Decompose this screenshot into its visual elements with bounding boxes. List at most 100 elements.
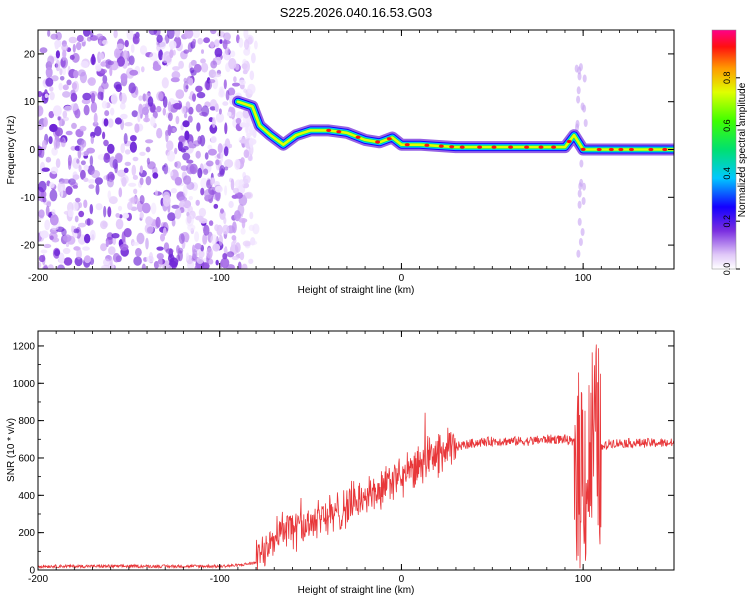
noise-blob	[170, 188, 177, 194]
noise-blob	[162, 96, 168, 108]
noise-blob	[134, 123, 140, 133]
noise-blob	[60, 186, 64, 198]
noise-blob	[188, 77, 194, 86]
noise-blob	[210, 234, 218, 245]
noise-blob	[574, 64, 579, 73]
noise-blob	[47, 55, 55, 66]
noise-blob	[186, 181, 195, 190]
colorbar-tick-label: 0.6	[722, 119, 732, 132]
noise-blob	[178, 60, 185, 69]
noise-blob	[59, 76, 65, 81]
noise-blob	[106, 174, 110, 182]
noise-blob	[71, 122, 77, 129]
noise-blob	[131, 110, 138, 118]
noise-blob	[68, 36, 78, 44]
noise-blob	[201, 62, 209, 73]
noise-blob	[176, 245, 180, 254]
noise-blob	[248, 138, 257, 145]
noise-blob	[107, 206, 112, 218]
noise-blob	[152, 110, 158, 119]
spectrogram-x-tick-label: 100	[575, 273, 592, 284]
noise-blob	[145, 176, 152, 186]
snr-y-tick-label: 800	[18, 416, 35, 427]
noise-blob	[203, 37, 211, 44]
noise-blob	[239, 139, 248, 144]
noise-blob	[114, 48, 121, 59]
noise-blob	[227, 111, 232, 117]
noise-blob	[248, 258, 254, 264]
noise-blob	[117, 205, 123, 211]
noise-blob	[165, 248, 174, 254]
noise-blob	[90, 101, 98, 113]
noise-blob	[103, 153, 111, 163]
noise-blob	[215, 185, 223, 193]
noise-blob	[109, 173, 115, 181]
noise-blob	[172, 66, 180, 71]
noise-blob	[47, 30, 51, 37]
noise-blob	[218, 234, 223, 246]
colorbar-tick-label: 0.4	[722, 167, 732, 180]
noise-blob	[576, 86, 581, 95]
noise-blob	[73, 70, 79, 79]
noise-blob	[240, 157, 245, 165]
snr-line	[38, 344, 674, 570]
noise-blob	[141, 66, 145, 73]
noise-blob	[58, 137, 65, 143]
noise-blob	[131, 241, 140, 246]
noise-blob	[142, 106, 149, 116]
noise-blob	[160, 233, 165, 242]
noise-blob	[206, 160, 214, 167]
noise-blob	[209, 41, 215, 48]
noise-blob	[83, 30, 91, 37]
noise-blob	[40, 230, 49, 239]
figure-title: S225.2026.040.16.53.G03	[280, 5, 433, 20]
noise-blob	[183, 112, 188, 119]
noise-blob	[188, 141, 193, 149]
noise-blob	[70, 92, 78, 103]
noise-blob	[67, 154, 72, 166]
noise-blob	[171, 204, 180, 209]
noise-blob	[45, 205, 50, 217]
spectrogram-x-label: Height of straight line (km)	[298, 285, 415, 296]
noise-blob	[243, 48, 251, 56]
noise-blob	[105, 240, 109, 248]
noise-blob	[156, 127, 163, 139]
noise-blob	[76, 248, 82, 260]
noise-blob	[54, 39, 62, 48]
noise-blob	[232, 187, 239, 194]
noise-blob	[195, 150, 201, 159]
noise-blob	[137, 111, 141, 123]
ridge-peak	[580, 147, 586, 151]
noise-blob	[156, 246, 164, 251]
noise-blob	[220, 208, 224, 214]
noise-blob	[193, 63, 202, 73]
noise-blob	[120, 73, 128, 82]
noise-blob	[224, 185, 228, 196]
noise-blob	[169, 170, 174, 177]
noise-blob	[128, 82, 136, 94]
noise-blob	[196, 122, 201, 132]
noise-blob	[245, 122, 250, 128]
noise-blob	[198, 249, 205, 259]
noise-blob	[223, 32, 231, 41]
noise-blob	[82, 246, 90, 251]
ridge-peak	[628, 147, 634, 152]
noise-blob	[156, 105, 162, 113]
noise-blob	[577, 217, 582, 226]
noise-blob	[200, 58, 206, 64]
noise-blob	[139, 195, 145, 205]
noise-blob	[194, 231, 200, 243]
noise-blob	[145, 146, 151, 153]
noise-blob	[49, 182, 55, 189]
noise-blob	[203, 224, 210, 236]
noise-blob	[128, 182, 137, 187]
noise-blob	[80, 160, 86, 166]
noise-blob	[580, 228, 585, 236]
noise-blob	[120, 113, 128, 120]
noise-blob	[149, 252, 153, 262]
noise-blob	[141, 263, 147, 269]
noise-blob	[223, 247, 228, 254]
noise-blob	[232, 221, 237, 234]
noise-blob	[139, 177, 144, 186]
ridge-peak	[508, 145, 514, 149]
